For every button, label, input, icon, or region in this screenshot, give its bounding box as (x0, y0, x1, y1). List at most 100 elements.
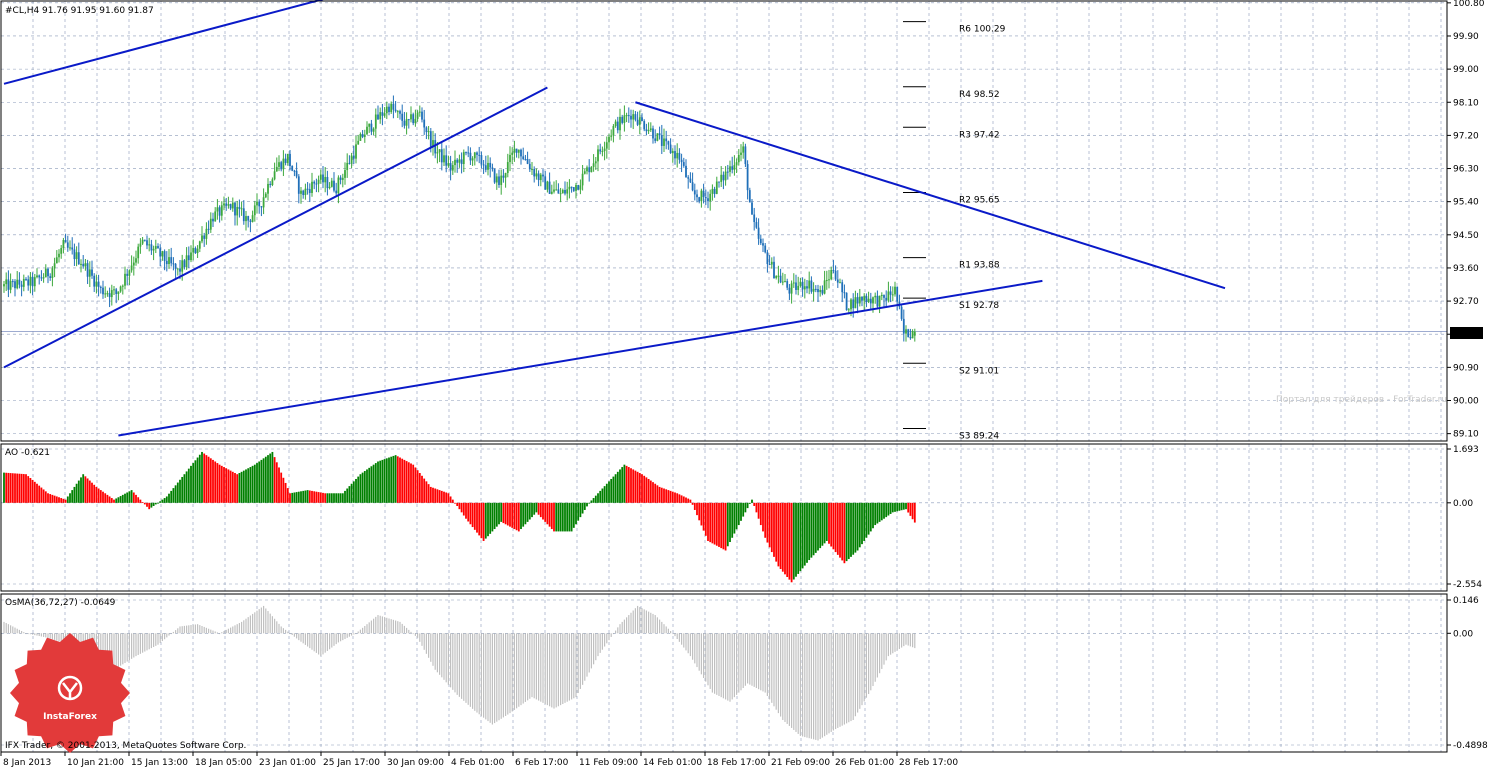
osma-bar (124, 633, 126, 663)
ao-bar (414, 467, 417, 503)
candle-body (493, 169, 496, 183)
ao-bar (291, 492, 294, 503)
candle-body (559, 193, 562, 195)
osma-bar (665, 626, 667, 634)
candle-body (555, 189, 558, 191)
osma-bar (205, 627, 207, 634)
y-tick-label: 100.80 (1453, 0, 1485, 9)
osma-bar (208, 628, 210, 634)
ao-bar (113, 499, 115, 503)
osma-bar (553, 633, 555, 709)
candle-body (339, 177, 342, 180)
osma-bar (40, 633, 42, 637)
candle-body (779, 275, 782, 283)
osma-bar (590, 633, 592, 669)
ao-bar (548, 502, 551, 527)
osma-bar (265, 608, 267, 634)
osma-bar (412, 633, 414, 635)
ao-bar (663, 488, 665, 503)
ao-bar (403, 459, 406, 503)
ao-bar (238, 473, 241, 503)
osma-bar (755, 633, 757, 689)
ao-bar (130, 490, 133, 503)
ao-bar (20, 473, 23, 503)
osma-bar (43, 633, 45, 637)
ao-bar (891, 502, 894, 513)
ao-bar (762, 502, 764, 532)
copyright: IFX Trader, © 2001-2013, MetaQuotes Soft… (5, 741, 246, 751)
osma-bar (588, 633, 590, 673)
osma-pane-title: OsMA(36,72,27) -0.0649 (5, 598, 116, 608)
ao-bar (905, 502, 907, 510)
ao-bar (234, 473, 236, 503)
candle-body (632, 114, 635, 120)
candle-body (392, 103, 395, 110)
candle-body (245, 216, 247, 222)
candle-body (823, 280, 826, 294)
ao-bar (148, 502, 151, 510)
candle-body (165, 260, 168, 265)
ao-bar (427, 484, 430, 503)
x-tick-label: 28 Feb 17:00 (899, 758, 958, 768)
osma-bar (344, 633, 346, 639)
osma-bar (610, 633, 612, 637)
candle-body (363, 134, 366, 137)
candle-body (9, 281, 12, 290)
ao-bar (385, 458, 388, 503)
price-axis: 100.80 99.90 99.00 98.10 97.20 96.30 95.40 94.5… (1447, 0, 1488, 751)
ao-bar (82, 474, 85, 503)
osma-bar (597, 633, 599, 657)
candle-body (817, 289, 819, 293)
ao-bar (740, 502, 742, 521)
ao-bar (847, 502, 850, 559)
candle-body (880, 295, 883, 297)
ao-bar (845, 502, 848, 562)
y-tick-label: 94.50 (1453, 231, 1479, 241)
candle-body (359, 134, 362, 141)
osma-bar (500, 633, 502, 719)
osma-bar (128, 633, 130, 661)
osma-bar (612, 633, 614, 635)
osma-bar (172, 631, 174, 634)
osma-bar (377, 615, 379, 634)
osma-bar (183, 625, 185, 634)
ao-bar (572, 502, 575, 528)
ao-bar (18, 473, 21, 503)
ao-bar (535, 502, 538, 513)
ao-bar (621, 467, 624, 503)
ao-bar (614, 474, 617, 503)
candle-body (645, 129, 648, 132)
ao-bar (757, 502, 760, 519)
ao-bar (909, 502, 912, 516)
y-tick-label: 92.70 (1453, 297, 1479, 307)
ao-bar (707, 502, 709, 541)
ao-bar (861, 502, 863, 545)
ao-bar (132, 492, 135, 503)
ao-bar (7, 472, 10, 503)
ao-bar (60, 498, 63, 503)
ao-bar (786, 502, 789, 577)
trend-lines[interactable] (3, 0, 1226, 437)
osma-bar (687, 633, 689, 654)
ao-bar (352, 481, 355, 503)
candle-body (460, 159, 463, 165)
candle-body (77, 252, 80, 265)
ao-bar (223, 467, 225, 503)
candle-body (707, 198, 709, 202)
ao-bar (330, 493, 333, 503)
candle-body (154, 246, 157, 249)
candle-body (702, 190, 705, 198)
ao-bar (874, 502, 877, 526)
osma-bar (392, 619, 394, 634)
ao-bar (209, 458, 212, 503)
ao-bar (71, 490, 74, 503)
osma-bar (157, 633, 159, 645)
candle-body (256, 201, 258, 206)
ao-bar (698, 502, 701, 521)
osma-bar (830, 633, 832, 732)
osma-bar (10, 625, 12, 634)
osma-bar (714, 633, 716, 694)
osma-bar (703, 633, 705, 678)
candle-body (47, 268, 49, 277)
